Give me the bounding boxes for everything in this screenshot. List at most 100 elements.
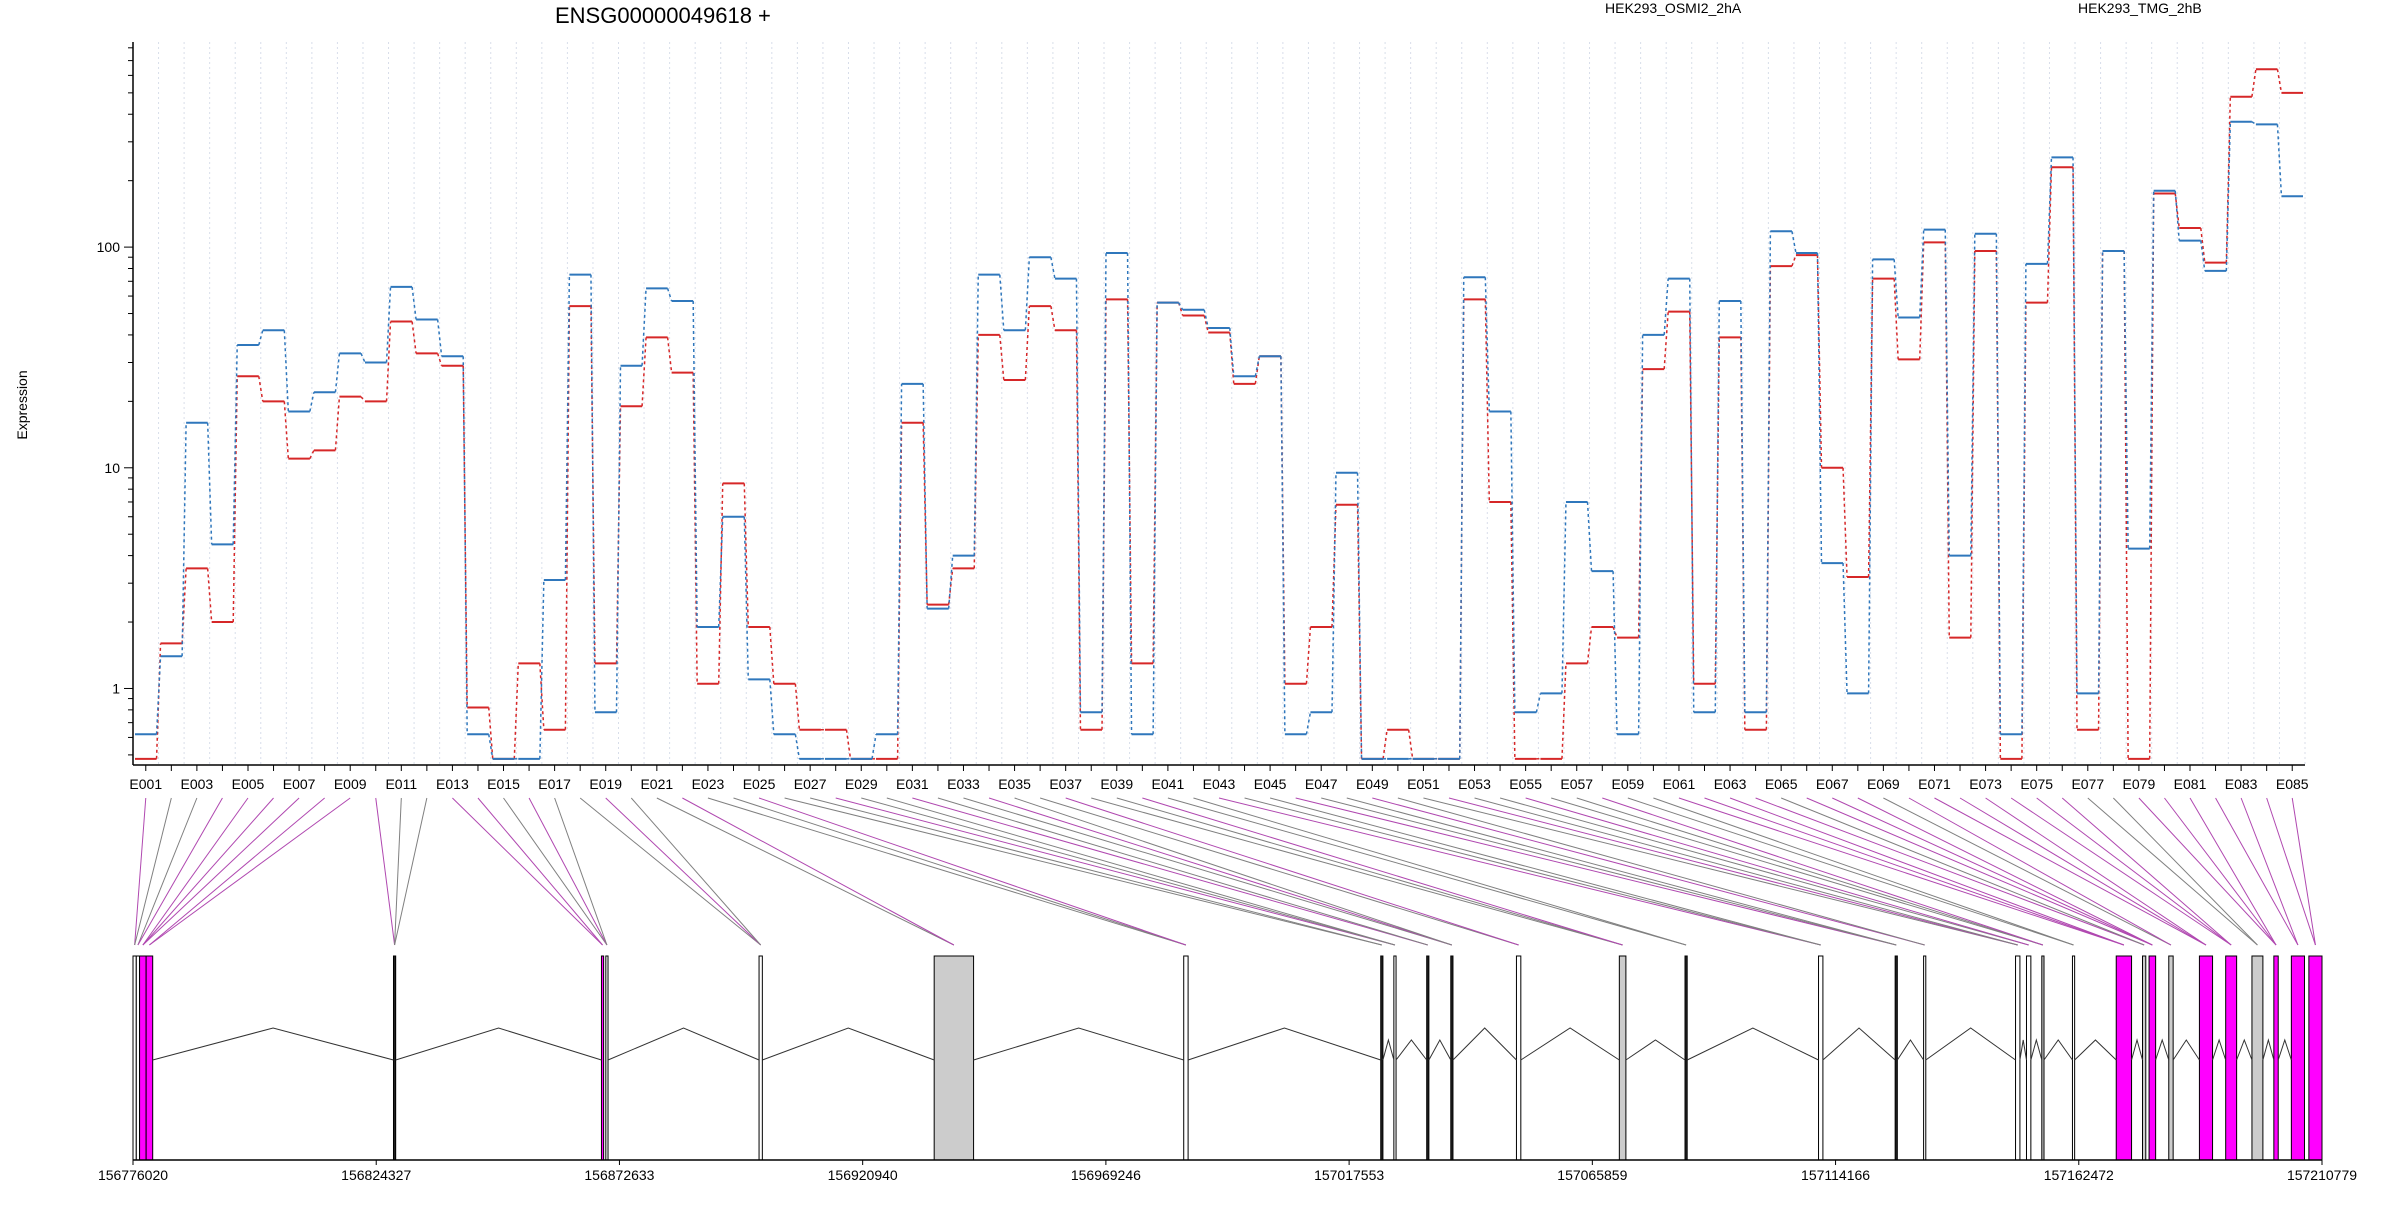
series-osmi <box>135 68 2303 760</box>
x-tick-label: E041 <box>1152 776 1185 792</box>
chart-title: ENSG00000049618 + <box>555 3 771 28</box>
series-connector <box>436 319 443 357</box>
exon-connector <box>1806 797 2153 946</box>
exon-connector <box>630 797 762 946</box>
series-connector <box>1407 729 1414 759</box>
series-tmg <box>135 120 2303 760</box>
series-connector <box>1561 663 1567 759</box>
x-tick-label: E031 <box>896 776 929 792</box>
series-connector <box>360 353 366 363</box>
series-connector <box>1024 257 1031 331</box>
exon-block <box>2142 955 2147 1161</box>
series-connector <box>2174 190 2180 241</box>
exon-connector <box>2189 797 2277 946</box>
exon-block <box>1818 955 1824 1161</box>
series-connector <box>1126 253 1133 735</box>
exon-connector <box>2087 797 2258 946</box>
x-tick-label: E015 <box>487 776 520 792</box>
exon-connector <box>1959 797 2207 946</box>
x-tick-label: E033 <box>947 776 980 792</box>
series-connector <box>1561 501 1567 694</box>
x-tick-label: E025 <box>743 776 776 792</box>
gene-tick-label: 157162472 <box>2044 1167 2114 1183</box>
series-connector <box>2200 240 2206 272</box>
series-connector <box>232 376 238 623</box>
x-tick-label: E043 <box>1203 776 1236 792</box>
exon-connector <box>1193 797 1687 946</box>
exon-block <box>1923 955 1927 1161</box>
exon-block <box>758 955 763 1161</box>
series-connector <box>2123 251 2129 549</box>
series-connector <box>1510 411 1516 713</box>
exon-connector <box>1244 797 1821 946</box>
exon-connector <box>758 797 1187 946</box>
exon-connector <box>1908 797 2172 946</box>
exon-connector <box>835 797 1396 946</box>
series-connector <box>1918 229 1925 318</box>
series-connector <box>1816 253 1823 564</box>
gene-tick-label: 157065859 <box>1557 1167 1627 1183</box>
exon-block <box>1894 955 1898 1161</box>
exon-connector <box>1321 797 1897 946</box>
series-connector <box>1254 356 1261 384</box>
x-tick-label: E017 <box>538 776 571 792</box>
series-connector <box>539 663 545 730</box>
x-tick-label: E019 <box>589 776 622 792</box>
series-connector <box>2276 124 2283 197</box>
exon-block <box>2290 955 2305 1161</box>
series-connector <box>1050 257 1056 279</box>
x-tick-label: E009 <box>334 776 367 792</box>
exon-connector <box>1116 797 1623 946</box>
exon-connector <box>2112 797 2258 946</box>
series-connector <box>871 734 877 759</box>
x-tick-label: E021 <box>640 776 673 792</box>
x-tick-label: E039 <box>1100 776 1133 792</box>
exon-connector <box>1525 797 2029 946</box>
series-connector <box>1331 472 1337 713</box>
series-connector <box>1050 306 1056 331</box>
series-connector <box>2072 157 2078 694</box>
intron-line <box>2236 1038 2253 1061</box>
y-tick-label: 100 <box>97 239 121 255</box>
series-connector <box>385 286 392 363</box>
exon-connector <box>1704 797 2125 946</box>
exon-connector <box>733 797 1187 946</box>
exon-connector <box>1346 797 1897 946</box>
intron-line <box>1520 1027 1620 1061</box>
exon-connector <box>988 797 1453 946</box>
series-connector <box>181 422 187 657</box>
series-connector <box>973 274 979 556</box>
gene-tick-label: 157210779 <box>2287 1167 2357 1183</box>
exon-connector <box>1218 797 1821 946</box>
series-connector <box>462 356 468 735</box>
exon-connector <box>784 797 1382 946</box>
x-tick-label: E053 <box>1458 776 1491 792</box>
series-connector <box>1893 259 1899 318</box>
x-tick-label: E011 <box>385 776 417 792</box>
intron-line <box>1925 1027 2016 1061</box>
x-tick-label: E083 <box>2225 776 2258 792</box>
exon-connector <box>1091 797 1623 946</box>
exon-block <box>2071 955 2076 1161</box>
series-connector <box>206 568 213 623</box>
exon-connector <box>2291 797 2316 946</box>
series-connector <box>436 353 443 366</box>
series-connector <box>1152 302 1158 664</box>
exon-connector <box>1269 797 1821 946</box>
series-connector <box>1484 299 1491 502</box>
series-connector <box>385 321 392 402</box>
series-connector <box>1791 231 1797 254</box>
series-connector <box>896 383 903 735</box>
exon-block <box>2225 955 2238 1161</box>
exon-connector <box>2240 797 2299 946</box>
exon-block <box>2015 955 2021 1161</box>
x-tick-label: E073 <box>1969 776 2002 792</box>
x-tick-label: E047 <box>1305 776 1338 792</box>
exon-block <box>1426 955 1430 1161</box>
intron-line <box>2074 1039 2117 1061</box>
gene-tick-label: 157017553 <box>1314 1167 1384 1183</box>
series-connector <box>2046 167 2053 303</box>
series-connector <box>1740 300 1746 713</box>
gene-tick-label: 156872633 <box>584 1167 654 1183</box>
